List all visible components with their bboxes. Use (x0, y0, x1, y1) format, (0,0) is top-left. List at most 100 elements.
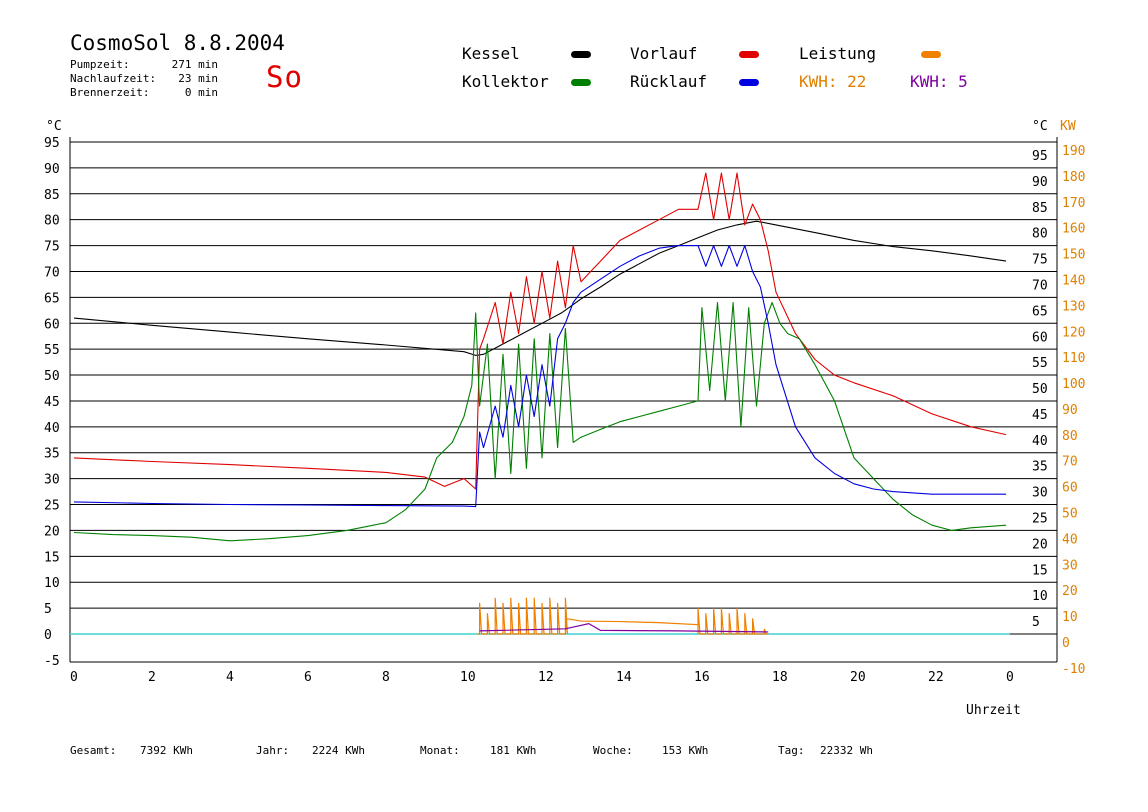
info-label-1: Pumpzeit: (70, 58, 130, 71)
x-tick-label: 0 (1006, 670, 1014, 685)
x-tick-label: 20 (850, 670, 866, 685)
y-tick-label-right: 90 (1032, 175, 1048, 190)
legend-kessel-label: Kessel (462, 44, 520, 63)
footer-gesamt-value: 7392 KWh (140, 744, 193, 757)
x-tick-label: 6 (304, 670, 312, 685)
y-tick-label-right: 45 (1032, 408, 1048, 423)
kw-tick-label: 110 (1062, 351, 1085, 366)
y-tick-label-left: 80 (44, 214, 60, 229)
y-tick-label-right: 20 (1032, 537, 1048, 552)
y-tick-label-left: 70 (44, 265, 60, 280)
kw-tick-label: 30 (1062, 558, 1078, 573)
x-tick-label: 4 (226, 670, 234, 685)
y-tick-label-right: 95 (1032, 149, 1048, 164)
kw-tick-label: 170 (1062, 196, 1085, 211)
footer-tag-value: 22332 Wh (820, 744, 873, 757)
legend-vorlauf-swatch (739, 51, 759, 58)
y-tick-label-right: 50 (1032, 382, 1048, 397)
x-tick-label: 16 (694, 670, 710, 685)
x-tick-label: 2 (148, 670, 156, 685)
series-line-rcklauf (73, 245, 1007, 508)
x-tick-label: 8 (382, 670, 390, 685)
series-line-vorlauf (73, 172, 1007, 490)
kw-tick-label: 190 (1062, 144, 1085, 159)
footer-monat-value: 181 KWh (490, 744, 537, 757)
info-value-3: 0 min (184, 86, 218, 99)
info-value-2: 23 min (178, 72, 218, 85)
kw-tick-label: 100 (1062, 377, 1085, 392)
y-tick-label-right: 25 (1032, 512, 1048, 527)
y-tick-label-left: 0 (44, 628, 52, 643)
x-tick-label: 22 (928, 670, 944, 685)
y-tick-label-left: 65 (44, 291, 60, 306)
x-axis-label: Uhrzeit (966, 703, 1021, 718)
power-series-line (477, 597, 769, 635)
y-tick-label-left: 50 (44, 369, 60, 384)
y-tick-label-left: 15 (44, 550, 60, 565)
y-tick-label-right: 85 (1032, 201, 1048, 216)
y-tick-label-right: 65 (1032, 304, 1048, 319)
y-tick-label-left: -5 (44, 654, 60, 669)
y-tick-label-left: 95 (44, 136, 60, 151)
kw-tick-label: 50 (1062, 507, 1078, 522)
y-tick-label-right: 55 (1032, 356, 1048, 371)
y-tick-label-left: 10 (44, 576, 60, 591)
y-tick-label-right: 70 (1032, 278, 1048, 293)
legend-vorlauf-label: Vorlauf (630, 44, 698, 63)
y-tick-label-right: 40 (1032, 434, 1048, 449)
x-tick-label: 12 (538, 670, 554, 685)
info-label-2: Nachlaufzeit: (70, 72, 157, 85)
legend-kollektor-label: Kollektor (462, 72, 549, 91)
kw-tick-label: 70 (1062, 455, 1078, 470)
kw-tick-label: 140 (1062, 273, 1085, 288)
chart-title: CosmoSol 8.8.2004 (70, 31, 285, 55)
y-tick-label-right: 10 (1032, 589, 1048, 604)
y-tick-label-left: 5 (44, 602, 52, 617)
footer-woche-label: Woche: (593, 744, 633, 757)
series-line-kollektor (73, 301, 1007, 542)
kw-tick-label: 20 (1062, 584, 1078, 599)
y-tick-label-left: 55 (44, 343, 60, 358)
kwh-total-1: KWH: 22 (799, 72, 867, 91)
y-tick-label-left: 30 (44, 473, 60, 488)
y-tick-label-left: 35 (44, 447, 60, 462)
y-tick-label-left: 60 (44, 317, 60, 332)
kwh-total-2: KWH: 5 (910, 72, 968, 91)
kw-tick-label: 10 (1062, 610, 1078, 625)
y-tick-label-left: 85 (44, 188, 60, 203)
y-tick-label-left: 25 (44, 499, 60, 514)
y-tick-label-right: 75 (1032, 253, 1048, 268)
y-tick-label-right: 30 (1032, 486, 1048, 501)
y-tick-label-left: 75 (44, 240, 60, 255)
kw-tick-label: 60 (1062, 481, 1078, 496)
kw-tick-label: 180 (1062, 170, 1085, 185)
legend-leistung-swatch (921, 51, 941, 58)
y-tick-label-left: 90 (44, 162, 60, 177)
legend-ruecklauf-label: Rücklauf (630, 72, 708, 91)
x-tick-label: 0 (70, 670, 78, 685)
info-label-3: Brennerzeit: (70, 86, 150, 99)
kw-tick-label: 0 (1062, 636, 1070, 651)
kw-tick-label: 90 (1062, 403, 1078, 418)
series-line-kessel (73, 220, 1007, 356)
y-unit-left: °C (46, 119, 62, 134)
legend-leistung-label: Leistung (799, 44, 877, 63)
legend-kessel-swatch (571, 51, 591, 58)
footer-jahr-label: Jahr: (256, 744, 290, 757)
x-tick-label: 18 (772, 670, 788, 685)
kw-tick-label: 150 (1062, 248, 1085, 263)
kw-tick-label: 120 (1062, 325, 1085, 340)
y-tick-label-right: 5 (1032, 615, 1040, 630)
y-tick-label-left: 45 (44, 395, 60, 410)
kw-unit-label: KW (1060, 119, 1076, 134)
kw-tick-label: -10 (1062, 662, 1085, 677)
x-tick-label: 14 (616, 670, 632, 685)
y-tick-label-right: 35 (1032, 460, 1048, 475)
y-tick-label-left: 20 (44, 524, 60, 539)
x-tick-label: 10 (460, 670, 476, 685)
y-tick-label-left: 40 (44, 421, 60, 436)
power-secondary-line (479, 623, 769, 633)
legend-kollektor-swatch (571, 79, 591, 86)
y-tick-label-right: 15 (1032, 563, 1048, 578)
